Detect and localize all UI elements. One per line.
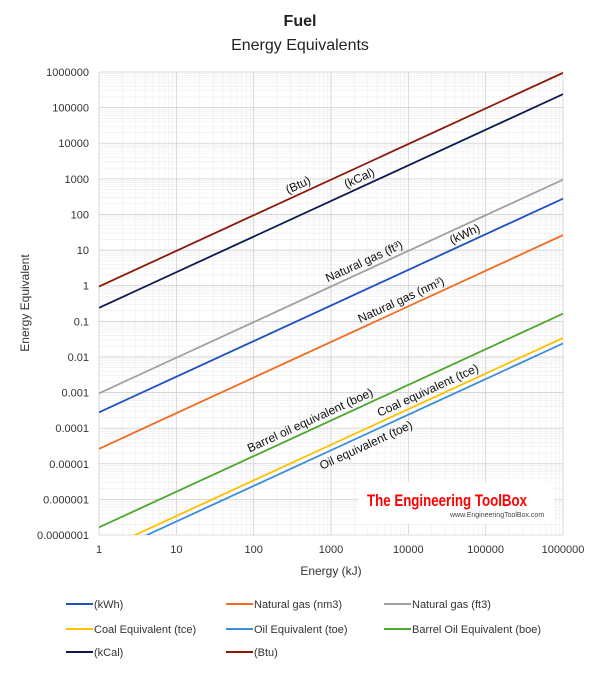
legend-label: Natural gas (ft3) [412, 599, 491, 611]
legend-item: Oil Equivalent (toe) [226, 624, 348, 636]
y-tick-label: 0.0001 [55, 423, 89, 435]
y-tick-label: 10 [77, 245, 89, 257]
y-tick-label: 0.1 [74, 316, 89, 328]
legend-item: (kWh) [66, 599, 123, 611]
x-tick-label: 1000000 [542, 544, 585, 556]
legend-label: (kWh) [94, 599, 123, 611]
series-line [132, 337, 563, 535]
legend-item: Barrel Oil Equivalent (boe) [384, 624, 541, 636]
y-tick-label: 10000 [58, 138, 89, 150]
legend-item: (Btu) [226, 647, 278, 659]
y-tick-label: 0.00001 [49, 459, 89, 471]
series-line [99, 72, 563, 288]
series-lines [99, 72, 563, 535]
legend-label: Coal Equivalent (tce) [94, 624, 196, 636]
legend-label: Barrel Oil Equivalent (boe) [412, 624, 541, 636]
tick-labels: 1 10 100 1000 10000 100000 1000000 0.0000001 0.0… [37, 67, 584, 556]
x-tick-label: 1000 [319, 544, 343, 556]
y-tick-label: 1 [83, 281, 89, 293]
y-tick-label: 0.001 [61, 388, 89, 400]
x-axis-label: Energy (kJ) [300, 564, 361, 578]
chart-subtitle: Energy Equivalents [231, 37, 369, 54]
y-tick-label: 1000 [65, 174, 89, 186]
series-line [99, 178, 563, 395]
legend-item: Coal Equivalent (tce) [66, 624, 196, 636]
legend-label: (Btu) [254, 647, 278, 659]
legend: (kWh) Natural gas (nm3) Natural gas (ft3) C… [66, 599, 541, 659]
annotations: (kWh)Natural gas (nm³)Natural gas (ft³)C… [245, 165, 482, 473]
legend-label: Oil Equivalent (toe) [254, 624, 348, 636]
chart-title: Fuel [284, 13, 317, 30]
x-tick-label: 100 [244, 544, 262, 556]
series-line [99, 197, 563, 414]
legend-item: (kCal) [66, 647, 123, 659]
x-tick-label: 100000 [467, 544, 504, 556]
grid [98, 71, 564, 536]
series-line [99, 312, 563, 529]
legend-label: Natural gas (nm3) [254, 599, 342, 611]
x-tick-label: 10 [170, 544, 182, 556]
legend-label: (kCal) [94, 647, 123, 659]
series-line [99, 234, 563, 450]
watermark-brand: The Engineering ToolBox [367, 491, 527, 510]
y-tick-label: 0.01 [68, 352, 89, 364]
y-axis-label: Energy Equivalent [18, 254, 32, 352]
x-tick-label: 1 [96, 544, 102, 556]
y-tick-label: 1000000 [46, 67, 89, 79]
y-tick-label: 0.0000001 [37, 530, 89, 542]
watermark: The Engineering ToolBox www.EngineeringT… [358, 482, 554, 524]
x-tick-label: 10000 [393, 544, 424, 556]
watermark-url: www.EngineeringToolBox.com [449, 512, 544, 519]
y-tick-label: 100000 [52, 103, 89, 115]
legend-item: Natural gas (ft3) [384, 599, 491, 611]
series-annotation: Coal equivalent (tce) [375, 361, 481, 420]
series-line [99, 93, 563, 309]
y-tick-label: 100 [71, 209, 89, 221]
y-tick-label: 0.000001 [43, 494, 89, 506]
legend-item: Natural gas (nm3) [226, 599, 342, 611]
series-line [144, 342, 563, 535]
